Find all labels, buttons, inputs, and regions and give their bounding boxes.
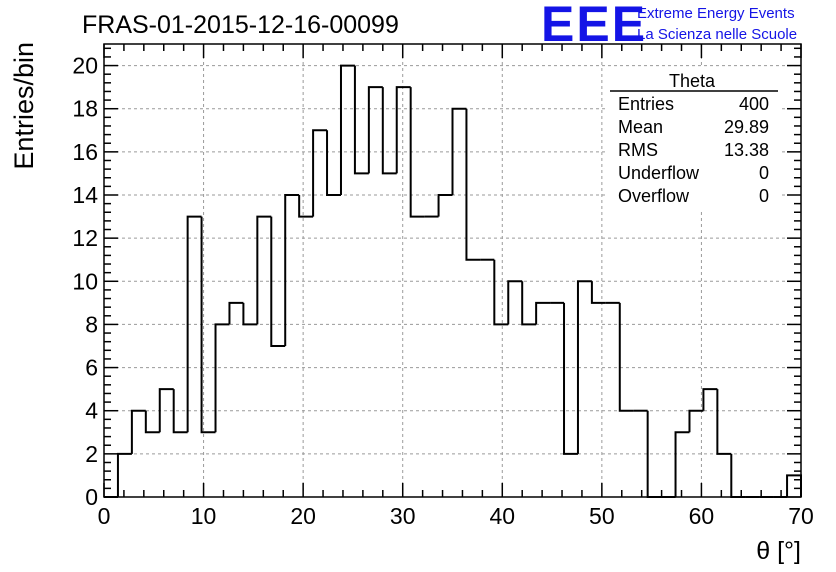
histogram-bin [507,280,523,325]
y-tick-label: 4 [85,398,98,424]
histogram-bin [326,130,341,196]
histogram-series [104,64,802,498]
histogram-bin [298,195,314,218]
histogram-bin [130,409,146,454]
stats-label-underflow: Underflow [618,163,700,183]
x-tick-label: 70 [788,503,814,529]
histogram-bin [521,281,537,326]
histogram-bin [339,64,355,195]
histogram-bin [674,431,690,497]
logo-line1: Extreme Energy Events [637,5,795,22]
y-tick-label: 10 [72,268,98,294]
y-axis-label: Entries/bin [9,42,39,170]
x-tick-label: 20 [290,503,316,529]
y-tick-label: 18 [72,96,98,122]
histogram-bin [451,107,467,195]
histogram-bin [353,65,369,175]
histogram-bin [702,388,718,411]
histogram-bin [688,409,704,433]
stats-value-mean: 29.89 [724,117,769,137]
histogram-bin [716,389,732,455]
y-tick-label: 8 [85,311,98,337]
y-tick-label: 14 [72,182,98,208]
histogram-bin [214,323,230,433]
histogram-bin [116,452,132,497]
x-tick-label: 30 [390,503,416,529]
y-tick-label: 2 [85,441,98,467]
chart-title: FRAS-01-2015-12-16-00099 [82,11,399,39]
x-axis-label: θ [°] [756,537,801,565]
histogram-bin [256,215,272,325]
histogram-bin [409,87,425,218]
y-tick-label: 0 [85,484,98,510]
y-tick-label: 6 [85,355,98,381]
histogram-bin [144,410,160,434]
histogram-bin [563,302,578,455]
histogram-bin [493,259,509,326]
histogram-bin [646,410,662,498]
y-tick-label: 20 [72,53,98,79]
stats-value-overflow: 0 [759,186,769,206]
histogram-bin [576,280,592,454]
histogram-bin [618,302,634,412]
stats-value-entries: 400 [739,94,769,114]
stats-label-rms: RMS [618,140,658,160]
stats-label-overflow: Overflow [618,186,690,206]
histogram-bin [158,388,174,433]
stats-title: Theta [669,71,716,91]
stats-label-mean: Mean [618,117,663,137]
x-tick-label: 40 [489,503,515,529]
histogram-bin [312,129,328,217]
stats-rows: Entries 400 Mean 29.89 RMS 13.38 Underflow 0 Ove… [618,94,769,206]
histogram-bin [535,301,551,325]
logo-line2: La Scienza nelle Scuole [637,26,797,43]
x-tick-label: 0 [98,503,111,529]
eee-logo: EEE Extreme Energy Events La Scienza nel… [541,0,797,52]
histogram-bin [395,86,411,174]
axes: 0 10 20 30 40 50 60 70 0 2 4 6 8 10 12 14 16 18 20 [72,43,814,529]
histogram-bin [437,194,453,217]
stats-value-rms: 13.38 [724,140,769,160]
histogram-bin [270,216,286,347]
histogram-bin [228,301,244,325]
plot-frame [103,43,802,498]
logo-mark: EEE [541,0,647,52]
histogram-bin [242,302,258,326]
y-tick-label: 12 [72,225,98,251]
x-tick-label: 60 [689,503,715,529]
stats-value-underflow: 0 [759,163,769,183]
histogram-bin [465,108,481,261]
histogram-bin [730,453,746,498]
histogram-bin [590,281,606,304]
x-tick-label: 50 [589,503,615,529]
histogram-bin [367,86,383,174]
histogram-bin [172,389,188,434]
histogram-bin [284,194,300,346]
stats-box: Theta Entries 400 Mean 29.89 RMS 13.38 Underfl… [608,68,780,210]
histogram-bin [786,474,802,497]
stats-label-entries: Entries [618,94,674,114]
histogram-bin [186,215,202,433]
y-tick-label: 16 [72,139,98,165]
histogram-bin [381,87,397,175]
x-tick-label: 10 [191,503,217,529]
histogram-bin [200,216,216,434]
